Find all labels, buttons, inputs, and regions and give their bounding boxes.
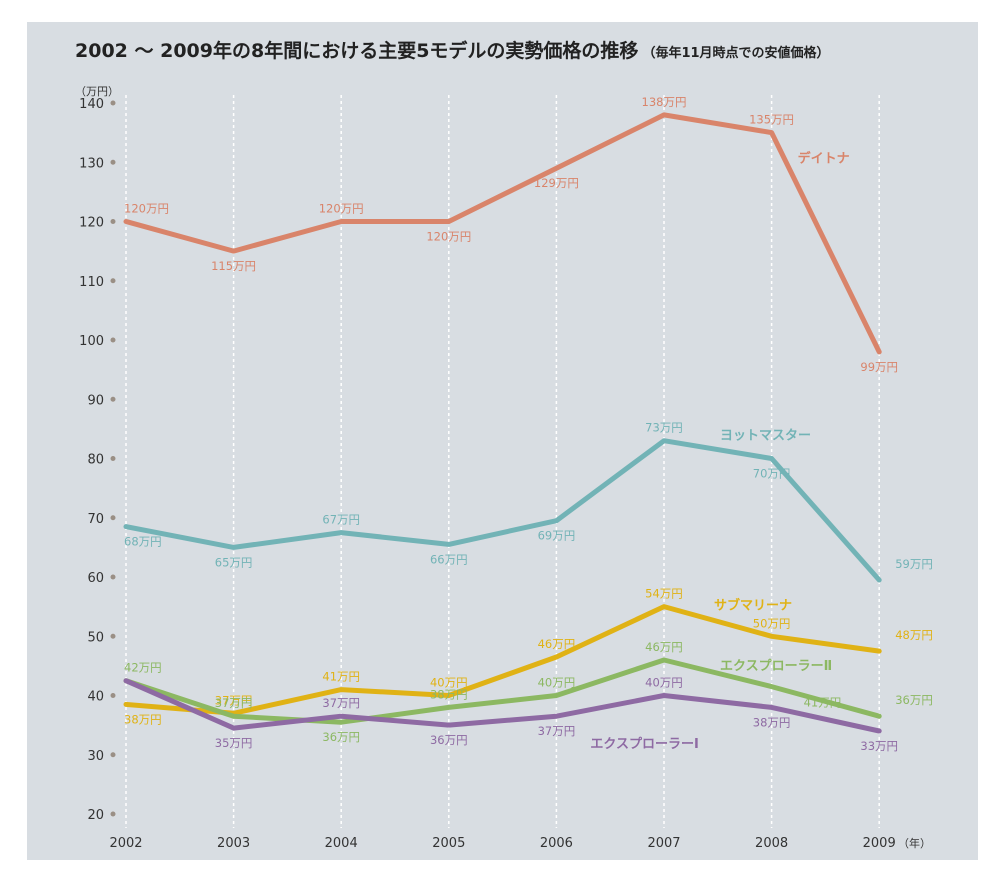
y-tick-label: 70 xyxy=(87,512,104,527)
y-tick-dot xyxy=(110,811,116,817)
x-tick-label: 2005 xyxy=(432,836,465,851)
data-label: 36万円 xyxy=(895,693,933,707)
y-tick-dot xyxy=(110,278,116,284)
data-label: 66万円 xyxy=(430,552,468,566)
data-label: 36万円 xyxy=(322,730,360,744)
y-tick-dot xyxy=(110,337,116,343)
data-label: 65万円 xyxy=(215,555,253,569)
y-tick-dot xyxy=(110,515,116,521)
series-name-label: デイトナ xyxy=(798,151,850,167)
y-tick-label: 120 xyxy=(79,216,104,231)
data-label: 38万円 xyxy=(753,715,791,729)
y-tick-label: 90 xyxy=(87,393,104,408)
series-name-label: ヨットマスター xyxy=(720,429,811,444)
data-label: 37万円 xyxy=(215,696,253,710)
data-label: 37万円 xyxy=(215,693,253,707)
data-label: 70万円 xyxy=(753,467,791,481)
y-tick-label: 80 xyxy=(87,453,104,468)
data-label: 120万円 xyxy=(124,202,169,216)
x-tick-label: 2009 xyxy=(863,836,896,851)
y-tick-label: 100 xyxy=(79,334,104,349)
y-tick-label: 140 xyxy=(79,97,104,112)
series-line-4 xyxy=(123,678,882,734)
y-tick-label: 130 xyxy=(79,156,104,171)
data-label: 40万円 xyxy=(645,676,683,690)
data-label: 73万円 xyxy=(645,421,683,435)
x-tick-label: 2002 xyxy=(109,836,142,851)
data-label: 135万円 xyxy=(749,113,794,127)
series-name-label: エクスプローラーⅡ xyxy=(720,659,832,674)
data-label: 120万円 xyxy=(319,202,364,216)
data-label: 54万円 xyxy=(645,587,683,601)
y-tick-dot xyxy=(110,693,116,698)
data-label: 69万円 xyxy=(538,529,576,543)
y-tick-label: 40 xyxy=(87,690,104,705)
y-tick-dot xyxy=(110,574,116,580)
chart-subtitle: （毎年11月時点での安値価格） xyxy=(642,46,830,61)
x-tick-label: 2008 xyxy=(755,836,788,851)
series-line-1 xyxy=(123,438,882,583)
y-tick-dot xyxy=(110,752,116,758)
data-label: 38万円 xyxy=(124,712,162,726)
data-label: 67万円 xyxy=(322,513,360,527)
series-line-2 xyxy=(123,604,882,716)
series-name-label: サブマリーナ xyxy=(714,598,792,614)
y-tick-dot xyxy=(110,456,116,461)
data-label: 68万円 xyxy=(124,535,162,549)
y-tick-label: 30 xyxy=(87,749,104,764)
y-tick-dot xyxy=(110,219,116,224)
x-axis-unit: （年） xyxy=(898,836,931,850)
x-tick-label: 2004 xyxy=(325,836,358,851)
data-label: 138万円 xyxy=(642,95,687,109)
data-label: 35万円 xyxy=(215,736,253,750)
series-line-0 xyxy=(123,112,882,355)
y-axis-unit: （万円） xyxy=(75,85,119,98)
data-label: 41万円 xyxy=(804,696,842,710)
data-label: 99万円 xyxy=(860,360,898,374)
data-label: 42万円 xyxy=(124,661,162,675)
data-label: 40万円 xyxy=(538,676,576,690)
data-label: 36万円 xyxy=(430,733,468,747)
data-label: 50万円 xyxy=(753,616,791,630)
data-label: 46万円 xyxy=(538,637,576,651)
data-label: 37万円 xyxy=(322,696,360,710)
series-name-label: エクスプローラーⅠ xyxy=(590,737,698,752)
y-tick-label: 110 xyxy=(79,275,104,290)
y-tick-dot xyxy=(110,633,116,639)
x-tick-label: 2003 xyxy=(217,836,250,851)
y-tick-dot xyxy=(110,396,116,402)
x-tick-label: 2007 xyxy=(647,836,680,851)
data-label: 37万円 xyxy=(538,724,576,738)
data-label: 129万円 xyxy=(534,176,579,190)
x-tick-label: 2006 xyxy=(540,836,573,851)
data-label: 48万円 xyxy=(895,628,933,642)
data-label: 40万円 xyxy=(430,676,468,690)
y-tick-dot xyxy=(110,100,116,106)
series-line-3 xyxy=(123,657,882,725)
data-label: 59万円 xyxy=(895,557,933,571)
y-tick-dot xyxy=(110,159,116,165)
data-label: 115万円 xyxy=(211,259,256,273)
data-label: 38万円 xyxy=(430,687,468,701)
chart-title-main: 2002 ～ 2009年の8年間における主要5モデルの実勢価格の推移 xyxy=(75,40,639,62)
data-label: 46万円 xyxy=(645,640,683,654)
data-label: 41万円 xyxy=(322,670,360,684)
chart-title: 2002 ～ 2009年の8年間における主要5モデルの実勢価格の推移 （毎年11月… xyxy=(75,36,830,63)
data-label: 33万円 xyxy=(860,739,898,753)
y-tick-label: 60 xyxy=(87,571,104,586)
data-label: 120万円 xyxy=(426,230,471,244)
y-tick-label: 50 xyxy=(87,630,104,645)
y-tick-label: 20 xyxy=(87,808,104,823)
